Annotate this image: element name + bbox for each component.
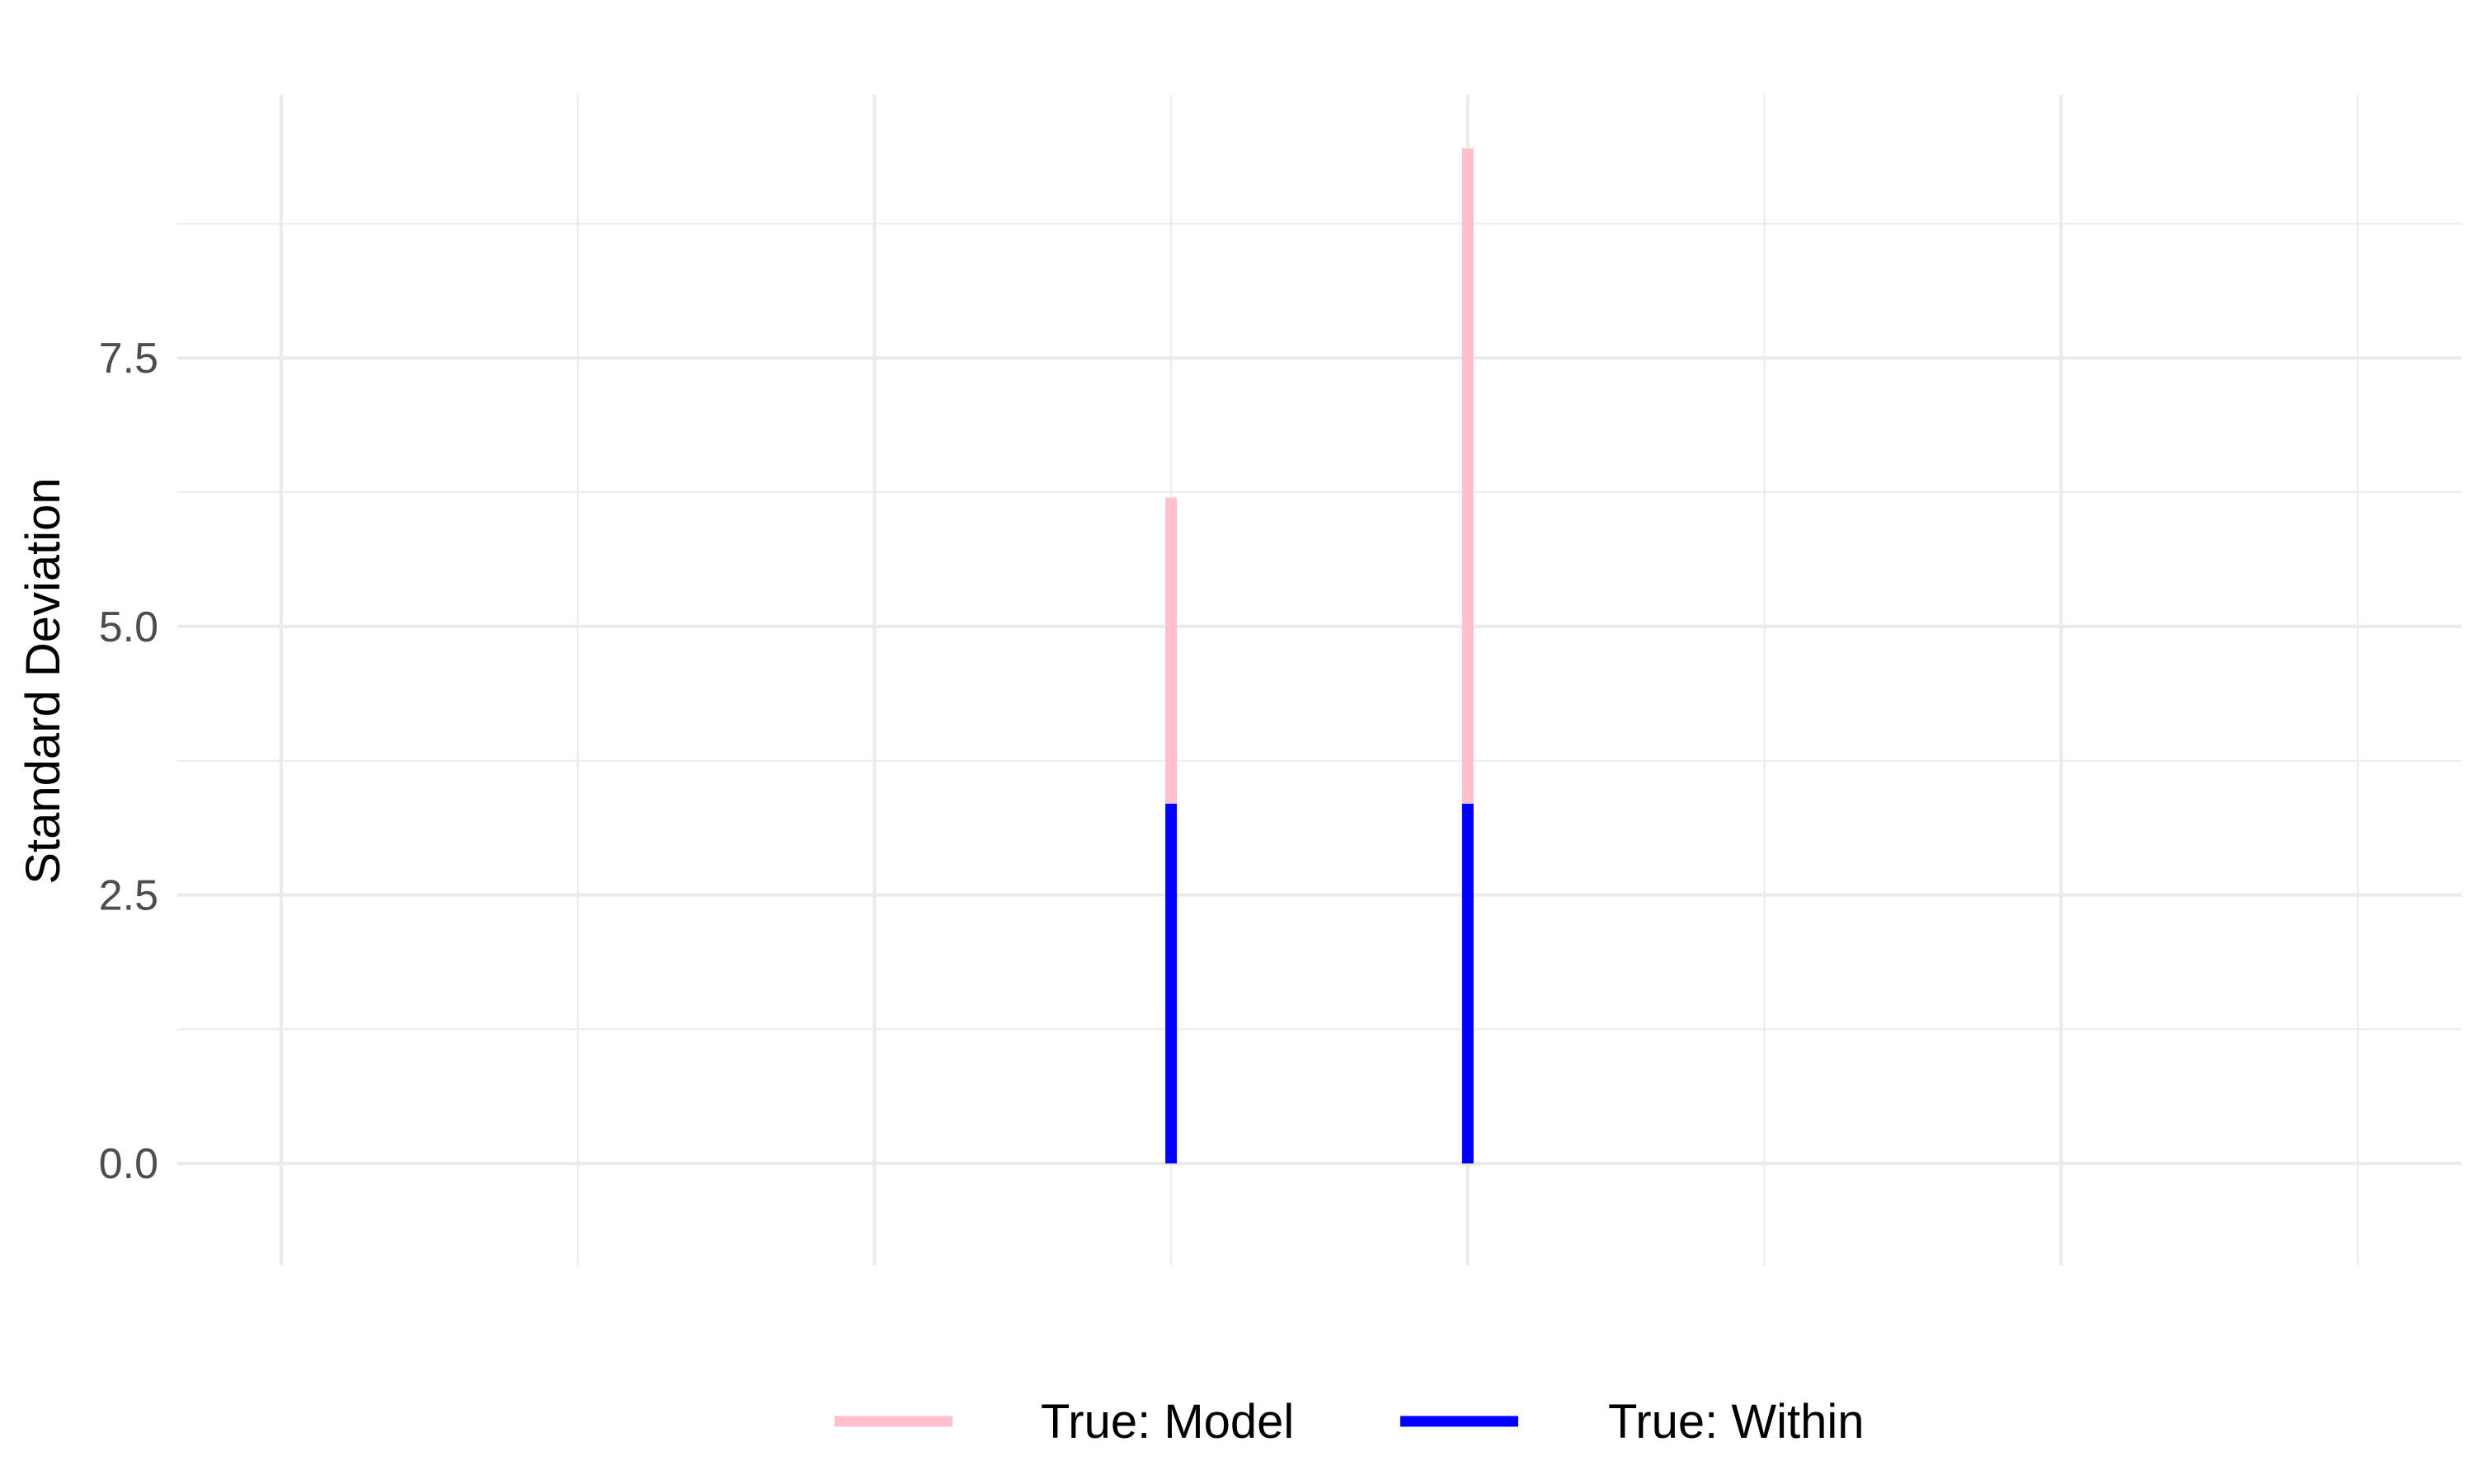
y-axis-title: Standard Deviation (16, 477, 70, 884)
legend: True: Model True: Within (835, 1395, 1864, 1449)
y-tick-label: 2.5 (99, 872, 158, 920)
legend-label-true-within: True: Within (1608, 1395, 1864, 1449)
y-tick-label: 7.5 (99, 335, 158, 383)
y-tick-label: 0.0 (99, 1140, 158, 1188)
y-tick-label: 5.0 (99, 603, 158, 651)
grid-layer (177, 95, 2462, 1266)
y-tick-labels: 0.0 2.5 5.0 7.5 (99, 335, 158, 1188)
legend-label-true-model: True: Model (1041, 1395, 1294, 1449)
bar-layer (1165, 148, 1474, 1164)
